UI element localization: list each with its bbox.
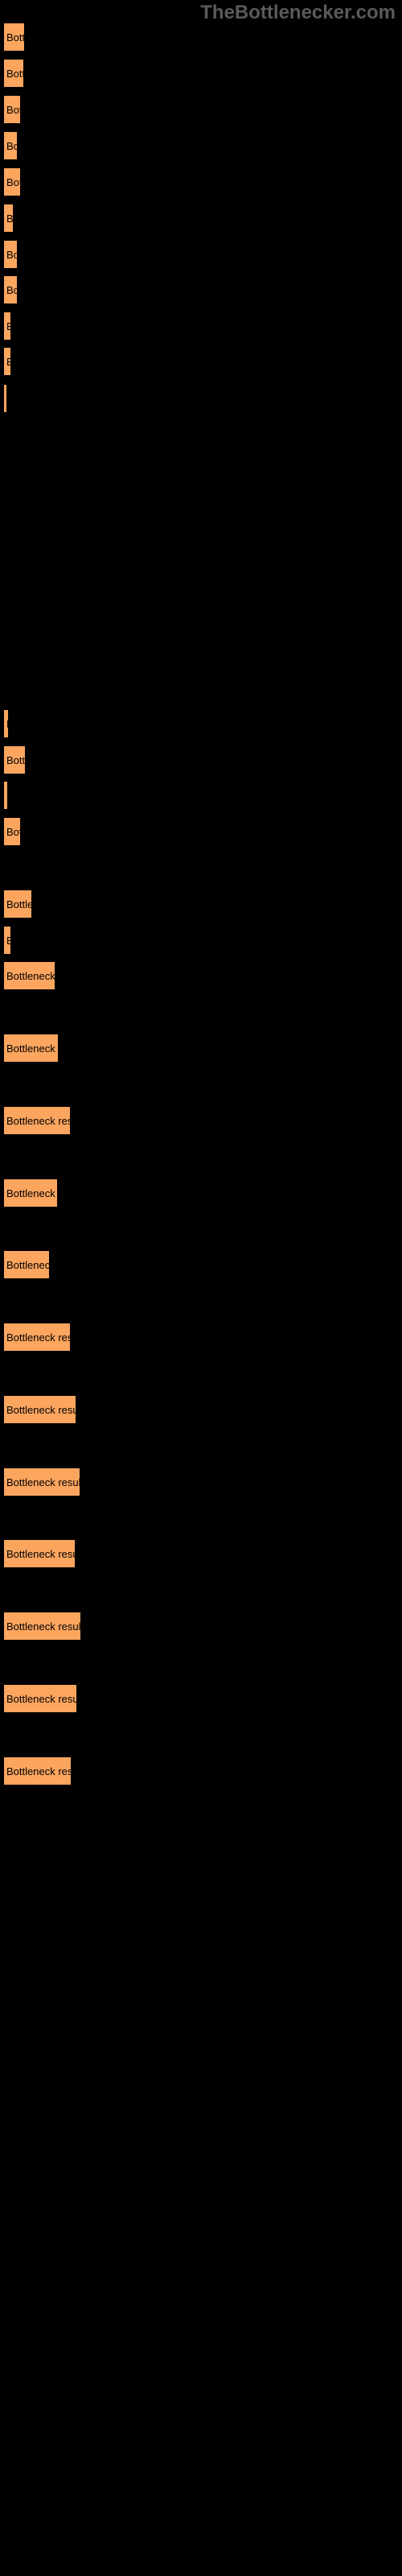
bar-row: Bottleneck result — [3, 745, 26, 774]
bar: Bottleneck result — [3, 275, 18, 304]
bar: Bottleneck result — [3, 1250, 50, 1279]
bar-label: Bottleneck result — [6, 1187, 58, 1199]
bar: Bottleneck result — [3, 1323, 71, 1352]
bar: Bottleneck result — [3, 890, 32, 919]
bar: Bottleneck result — [3, 1612, 81, 1641]
bar: Bottleneck result — [3, 1468, 80, 1496]
bar-label: Bottleneck result — [6, 754, 26, 766]
bar-row: Bottleneck result — [3, 1323, 71, 1352]
bar-label: Bottleneck result — [6, 790, 8, 802]
bar-row: Bottleneck result — [3, 1034, 59, 1063]
bar-label: Bottleneck result — [6, 176, 21, 188]
bar-label: Bottleneck result — [6, 1042, 59, 1055]
bar-label: Bottleneck result — [6, 68, 24, 80]
bar: Bottleneck result — [3, 312, 11, 341]
bar-label: Bottleneck result — [6, 1404, 76, 1416]
bar-label: Bottleneck result — [6, 826, 21, 838]
bar-label: Bottleneck result — [6, 249, 18, 261]
bar: Bottleneck result — [3, 745, 26, 774]
bar-row: Bottleneck result — [3, 240, 18, 269]
bar: Bottleneck result — [3, 817, 21, 846]
bar-label: Bottleneck result — [6, 898, 32, 910]
bar: Bottleneck result — [3, 1395, 76, 1424]
bar-row: Bottleneck result — [3, 926, 11, 955]
bar-row: Bottleneck result — [3, 384, 7, 413]
bar-label: Bottleneck result — [6, 1693, 77, 1705]
bar-row: Bottleneck result — [3, 781, 8, 810]
bar-label: Bottleneck result — [6, 31, 25, 43]
bar: Bottleneck result — [3, 709, 9, 738]
bar-label: Bottleneck result — [6, 1765, 72, 1777]
bar-label: Bottleneck result — [6, 393, 7, 405]
bar: Bottleneck result — [3, 204, 14, 233]
bar-row: Bottleneck result — [3, 312, 11, 341]
bar: Bottleneck result — [3, 59, 24, 88]
bar: Bottleneck result — [3, 347, 11, 376]
bar: Bottleneck result — [3, 1539, 76, 1568]
bar-label: Bottleneck result — [6, 356, 11, 368]
bar-label: Bottleneck result — [6, 104, 21, 116]
bar-label: Bottleneck result — [6, 1115, 71, 1127]
bar-row: Bottleneck result — [3, 131, 18, 160]
bar-label: Bottleneck result — [6, 935, 11, 947]
bar: Bottleneck result — [3, 95, 21, 124]
bar-row: Bottleneck result — [3, 167, 21, 196]
bar: Bottleneck result — [3, 961, 55, 990]
bar-label: Bottleneck result — [6, 140, 18, 152]
bar-label: Bottleneck result — [6, 1331, 71, 1344]
bar: Bottleneck result — [3, 23, 25, 52]
bar-row: Bottleneck result — [3, 1539, 76, 1568]
bar-row: Bottleneck result — [3, 1612, 81, 1641]
bar-row: Bottleneck result — [3, 817, 21, 846]
bar: Bottleneck result — [3, 1757, 72, 1785]
bar: Bottleneck result — [3, 1684, 77, 1713]
bar-label: Bottleneck result — [6, 284, 18, 296]
bar-row: Bottleneck result — [3, 1468, 80, 1496]
bar-label: Bottleneck result — [6, 320, 11, 332]
bar-label: Bottleneck result — [6, 1548, 76, 1560]
bar-label: Bottleneck result — [6, 213, 14, 225]
bar-row: Bottleneck result — [3, 1684, 77, 1713]
bar-label: Bottleneck result — [6, 970, 55, 982]
bar-label: Bottleneck result — [6, 1620, 81, 1633]
bar-label: Bottleneck result — [6, 1476, 80, 1488]
bar: Bottleneck result — [3, 240, 18, 269]
bar-row: Bottleneck result — [3, 347, 11, 376]
bar-row: Bottleneck result — [3, 709, 9, 738]
bar: Bottleneck result — [3, 926, 11, 955]
bar-row: Bottleneck result — [3, 23, 25, 52]
bar-row: Bottleneck result — [3, 1179, 58, 1208]
bar: Bottleneck result — [3, 781, 8, 810]
bar-row: Bottleneck result — [3, 204, 14, 233]
bar-label: Bottleneck result — [6, 718, 9, 730]
bar-row: Bottleneck result — [3, 1106, 71, 1135]
bar: Bottleneck result — [3, 1179, 58, 1208]
bar: Bottleneck result — [3, 131, 18, 160]
bar-row: Bottleneck result — [3, 275, 18, 304]
bar: Bottleneck result — [3, 1034, 59, 1063]
bar-row: Bottleneck result — [3, 1757, 72, 1785]
bar-row: Bottleneck result — [3, 59, 24, 88]
bar-label: Bottleneck result — [6, 1259, 50, 1271]
watermark-text: TheBottlenecker.com — [200, 2, 396, 24]
bar-row: Bottleneck result — [3, 1250, 50, 1279]
bar-row: Bottleneck result — [3, 1395, 76, 1424]
bar: Bottleneck result — [3, 167, 21, 196]
bar-row: Bottleneck result — [3, 890, 32, 919]
bar-row: Bottleneck result — [3, 961, 55, 990]
bar-row: Bottleneck result — [3, 95, 21, 124]
bar: Bottleneck result — [3, 384, 7, 413]
bar: Bottleneck result — [3, 1106, 71, 1135]
bar-chart: Bottleneck result Bottleneck result Bottle… — [0, 23, 402, 2574]
